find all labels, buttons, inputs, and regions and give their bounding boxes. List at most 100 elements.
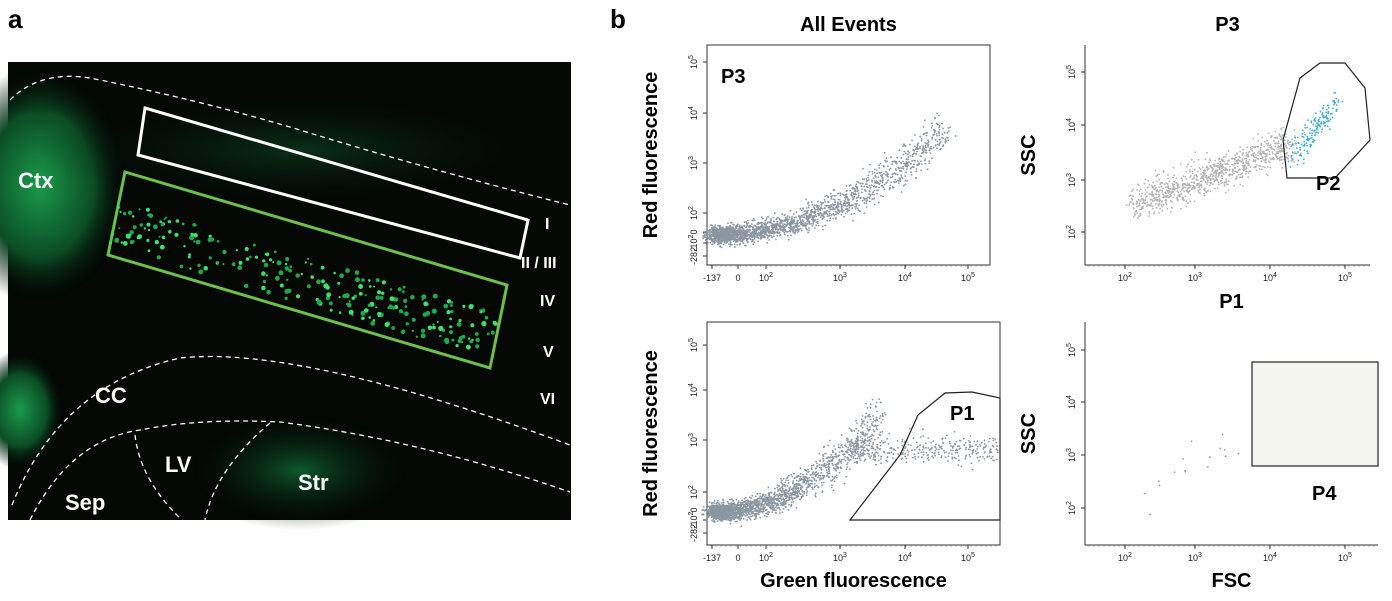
cell [329, 308, 333, 312]
event-dot [879, 179, 882, 182]
event-dot [1177, 191, 1180, 194]
event-dot [828, 476, 830, 478]
event-dot [1186, 184, 1189, 187]
roi-box [106, 170, 509, 370]
event-dot [861, 437, 864, 440]
tick-label: 103 [1066, 173, 1077, 187]
event-dot [1298, 154, 1301, 157]
event-dot [746, 501, 749, 504]
event-dot [929, 147, 932, 150]
event-dot [1275, 152, 1278, 155]
event-dot [817, 222, 819, 225]
cell [450, 301, 454, 304]
event-dot [886, 172, 889, 175]
event-dot [1205, 190, 1208, 193]
event-dot [762, 235, 765, 237]
event-dot [818, 463, 821, 466]
event-dot [920, 138, 923, 140]
event-dot [1192, 186, 1194, 189]
event-dot [1144, 193, 1147, 196]
tick-base: 10 [961, 553, 971, 563]
event-dot [856, 202, 858, 205]
event-dot [1212, 174, 1215, 177]
cell [411, 317, 416, 322]
event-dot [844, 456, 846, 458]
event-dot [748, 228, 751, 231]
event-dot [1193, 200, 1196, 203]
event-dot [1218, 157, 1220, 160]
event-dot [907, 164, 909, 167]
event-dot [706, 507, 708, 510]
cell [295, 294, 301, 299]
event-dot [826, 194, 828, 197]
event-dot [871, 179, 873, 182]
event-dot [796, 226, 798, 229]
event-dot [1183, 199, 1185, 202]
event-dot [1291, 138, 1293, 141]
event-dot [1165, 195, 1168, 198]
event-dot [720, 242, 723, 245]
tick-exp: 2 [688, 206, 695, 210]
cell [486, 332, 490, 336]
event-dot [1273, 136, 1276, 139]
event-dot [749, 224, 752, 227]
event-dot [805, 488, 808, 491]
event-dot [746, 237, 749, 240]
event-dot [1156, 198, 1159, 201]
event-dot [719, 226, 721, 229]
event-dot [916, 160, 919, 163]
event-dot [900, 161, 902, 164]
event-dot [1166, 208, 1169, 210]
cell [265, 252, 270, 257]
event-dot [868, 193, 870, 196]
event-dot [825, 457, 828, 460]
cell [401, 290, 405, 294]
event-dot [931, 125, 934, 127]
event-dot [907, 158, 909, 161]
event-dot [720, 238, 723, 240]
event-dot [748, 237, 751, 240]
event-dot [1133, 212, 1136, 214]
event-dot [869, 406, 872, 409]
event-dot [1258, 168, 1261, 170]
event-dot [1239, 150, 1242, 153]
event-dot [836, 208, 839, 211]
event-dot [1196, 170, 1199, 173]
event-dot [908, 151, 911, 154]
cell [208, 256, 212, 260]
event-dot [1209, 179, 1212, 182]
event-dot [823, 475, 826, 477]
event-dot [814, 219, 817, 221]
tick-base: 10 [1067, 229, 1077, 239]
cell [458, 336, 463, 341]
event-dot [1148, 204, 1151, 206]
event-dot [1221, 163, 1224, 166]
event-dot [792, 228, 794, 231]
event-dot [819, 207, 822, 210]
event-dot [770, 231, 773, 234]
cell [320, 265, 325, 270]
event-dot [1260, 157, 1262, 160]
cell [286, 278, 289, 281]
event-dot [924, 146, 927, 149]
event-dot [1294, 136, 1297, 139]
event-dot [850, 213, 853, 216]
event-dot [1204, 169, 1206, 172]
event-dot [763, 231, 766, 234]
tick-base: 10 [689, 387, 699, 397]
event-dot [790, 223, 793, 226]
event-dot [726, 231, 729, 234]
event-dot [1154, 199, 1157, 201]
event-dot [835, 217, 837, 219]
event-dot [1218, 171, 1221, 174]
region-label: CC [95, 383, 127, 408]
cell [123, 212, 127, 216]
tick-base: 10 [689, 160, 699, 170]
events [702, 112, 957, 249]
event-dot [1271, 151, 1274, 154]
axes [1084, 45, 1370, 266]
event-dot [753, 232, 756, 235]
cell [439, 334, 442, 338]
event-dot [1165, 189, 1168, 192]
event-dot [1235, 159, 1238, 162]
